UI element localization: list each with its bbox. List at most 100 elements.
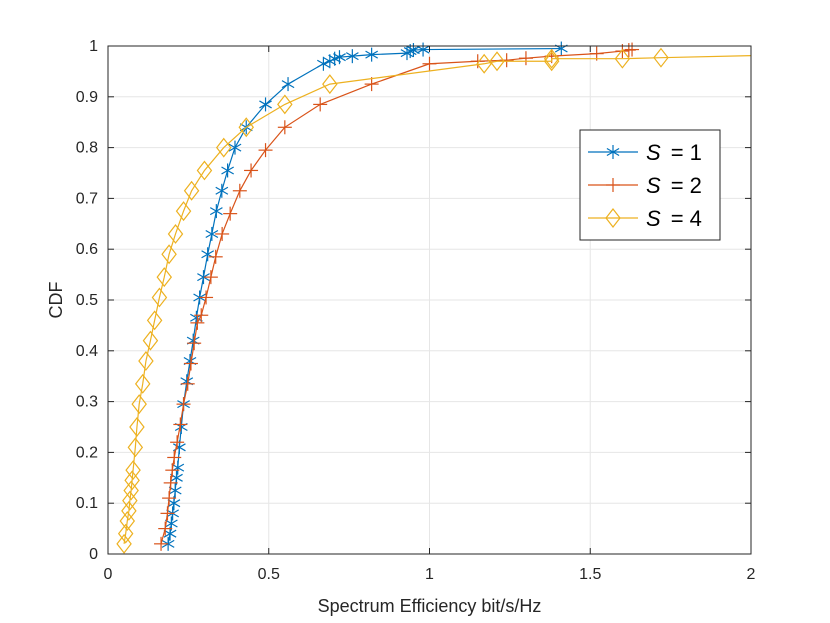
legend-value: = 4: [671, 206, 702, 231]
data-point: [277, 120, 292, 135]
series-2: [154, 42, 640, 551]
legend-marker: [606, 178, 620, 192]
data-point: [162, 491, 177, 506]
data-point: [161, 244, 177, 265]
data-point: [281, 77, 295, 92]
data-point: [121, 500, 137, 521]
y-tick-label: 0: [89, 546, 98, 563]
data-point: [122, 490, 138, 511]
legend-label: S = 2: [646, 173, 702, 198]
data-point: [345, 49, 359, 64]
data-point: [476, 53, 492, 74]
data-point: [125, 460, 141, 481]
data-point: [215, 226, 230, 241]
data-point: [154, 536, 169, 551]
data-point: [317, 56, 330, 71]
data-point: [190, 315, 205, 330]
data-point: [518, 51, 533, 66]
y-tick-label: 0.1: [76, 495, 98, 512]
data-point: [197, 270, 210, 285]
x-tick-label: 1: [425, 566, 434, 583]
data-point: [146, 310, 163, 331]
axis-ticks: 0 0.5 1 1.5 2 0 0.1 0.2 0.3 0.4 0.5 0.6 0.7 0.8 0.9 1: [76, 38, 756, 583]
data-point: [170, 435, 185, 450]
legend-symbol: S: [646, 140, 661, 165]
series-group: [116, 41, 752, 554]
data-point: [422, 56, 437, 71]
data-point: [203, 270, 218, 285]
legend-marker: [606, 145, 620, 159]
legend-symbol: S: [646, 173, 661, 198]
data-point: [221, 163, 234, 178]
y-tick-label: 0.3: [76, 394, 98, 411]
data-point: [163, 475, 178, 490]
legend: S = 1 S = 2 S = 4: [579, 129, 721, 241]
y-tick-label: 1: [89, 38, 98, 55]
data-point: [470, 54, 485, 69]
legend-value: = 1: [671, 140, 702, 165]
data-point: [156, 267, 173, 288]
data-point: [199, 290, 214, 305]
data-point: [489, 51, 505, 72]
data-point: [238, 117, 255, 138]
y-tick-label: 0.5: [76, 292, 98, 309]
data-point: [365, 47, 379, 62]
data-point: [160, 506, 175, 521]
data-point: [625, 42, 640, 57]
data-point: [499, 53, 514, 68]
y-tick-label: 0.4: [76, 343, 98, 360]
data-point: [116, 533, 132, 554]
data-point: [161, 536, 175, 551]
legend-entry-3: S = 4: [588, 206, 702, 231]
data-point: [653, 47, 669, 68]
data-point: [196, 160, 213, 181]
y-tick-label: 0.6: [76, 241, 98, 258]
data-point: [209, 204, 223, 219]
legend-marker: [605, 208, 621, 228]
data-point: [333, 50, 346, 65]
data-point: [416, 42, 430, 57]
data-point: [127, 437, 144, 458]
y-tick-label: 0.7: [76, 190, 98, 207]
data-point: [543, 51, 560, 72]
series-3: [116, 47, 752, 554]
data-point: [543, 48, 560, 69]
data-point: [167, 450, 182, 465]
x-tick-label: 2: [747, 566, 756, 583]
data-point: [124, 470, 140, 491]
legend-value: = 2: [671, 173, 702, 198]
data-point: [131, 394, 147, 415]
data-point: [117, 523, 134, 544]
data-point: [364, 77, 379, 92]
y-tick-label: 0.9: [76, 89, 98, 106]
data-point: [123, 480, 139, 501]
data-point: [259, 97, 272, 112]
data-point: [119, 511, 136, 531]
series-line: [123, 55, 752, 544]
data-point: [313, 97, 328, 112]
data-point: [151, 287, 168, 308]
data-point: [215, 137, 232, 158]
legend-label: S = 1: [646, 140, 702, 165]
data-point: [167, 223, 184, 244]
y-axis-label: CDF: [46, 282, 66, 319]
data-point: [183, 180, 200, 201]
legend-entry-2: S = 2: [588, 173, 702, 198]
legend-entries: S = 1 S = 2 S = 4: [588, 140, 702, 231]
data-point: [194, 308, 209, 323]
data-point: [183, 356, 198, 371]
data-point: [228, 140, 242, 155]
data-point: [205, 226, 219, 241]
x-tick-label: 0: [104, 566, 113, 583]
x-tick-label: 0.5: [258, 566, 280, 583]
data-point: [223, 206, 238, 221]
data-point: [208, 249, 223, 264]
data-point: [158, 521, 173, 536]
data-point: [232, 183, 247, 198]
data-point: [614, 48, 631, 69]
x-tick-label: 1.5: [579, 566, 601, 583]
data-point: [244, 163, 259, 178]
data-point: [173, 417, 188, 432]
y-tick-label: 0.2: [76, 444, 98, 461]
